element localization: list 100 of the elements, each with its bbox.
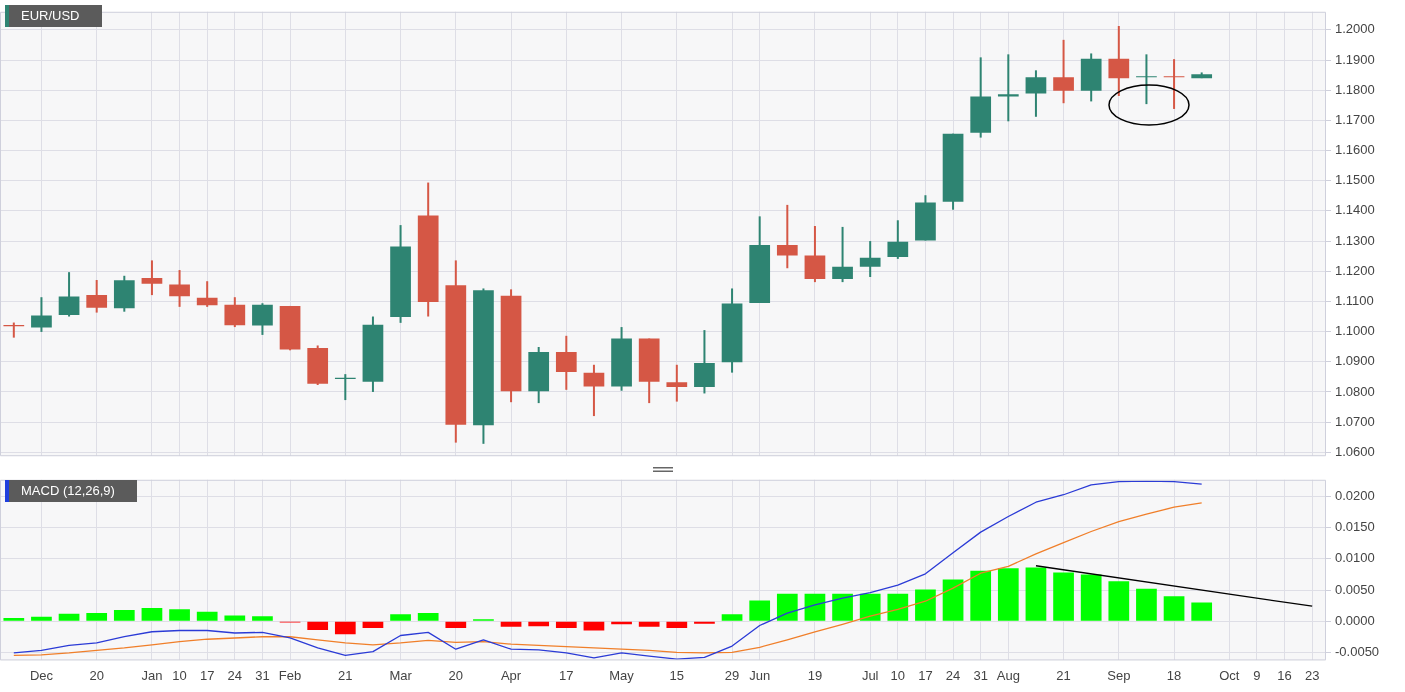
bar xyxy=(1163,596,1185,621)
bar xyxy=(832,593,853,621)
x-tick-label: 16 xyxy=(1277,667,1292,683)
x-tick-label: 15 xyxy=(669,667,685,683)
bar xyxy=(776,593,798,621)
y-tick-label: 1.1000 xyxy=(1335,323,1375,339)
x-tick-label: 17 xyxy=(199,667,215,683)
y-tick-label: 1.1400 xyxy=(1335,202,1375,218)
bar xyxy=(583,621,605,631)
y-tick-label: 1.0800 xyxy=(1335,383,1375,399)
y-tick-label: 1.0600 xyxy=(1335,443,1375,459)
bar xyxy=(58,613,80,621)
bar xyxy=(804,593,826,621)
x-tick-label: 21 xyxy=(338,667,353,683)
y-tick-label: 1.1800 xyxy=(1335,81,1375,97)
x-tick-label: May xyxy=(609,667,635,683)
bar xyxy=(528,621,550,627)
x-tick-label: Feb xyxy=(278,667,302,683)
y-tick-label: 0.0050 xyxy=(1335,581,1375,597)
bar xyxy=(721,614,743,621)
x-tick-label: 9 xyxy=(1253,667,1261,683)
candlestick xyxy=(1025,69,1047,118)
x-tick-label: Dec xyxy=(29,667,54,683)
x-tick-label: 31 xyxy=(973,667,988,683)
bar xyxy=(1136,588,1157,621)
bar xyxy=(638,621,660,627)
candlestick xyxy=(86,279,108,314)
bar xyxy=(915,589,936,621)
bar xyxy=(997,568,1019,621)
candlestick xyxy=(196,280,218,308)
y-tick-label: 1.0700 xyxy=(1335,413,1375,429)
y-tick-label: 1.1100 xyxy=(1335,293,1374,309)
x-tick-label: Sep xyxy=(1107,667,1131,683)
x-tick-label: 10 xyxy=(890,667,906,683)
bar xyxy=(970,570,992,621)
candlestick xyxy=(776,203,798,270)
x-tick-label: Jun xyxy=(749,667,771,683)
bar xyxy=(86,613,108,621)
x-tick-label: 17 xyxy=(918,667,933,683)
bar xyxy=(417,613,439,621)
x-tick-label: 24 xyxy=(945,667,961,683)
candlestick xyxy=(224,296,246,329)
y-tick-label: 0.0150 xyxy=(1335,519,1375,535)
candlestick xyxy=(804,225,826,284)
x-tick-label: 20 xyxy=(448,667,464,683)
candlestick xyxy=(252,302,273,336)
x-tick-label: 19 xyxy=(807,667,823,683)
bar xyxy=(141,608,163,621)
x-tick-label: Mar xyxy=(389,667,413,683)
bar xyxy=(1108,581,1130,621)
bar xyxy=(859,593,881,621)
bar xyxy=(500,621,522,627)
bar xyxy=(1025,567,1047,621)
x-tick-label: Jan xyxy=(141,667,163,683)
candlestick xyxy=(583,363,605,418)
y-tick-label: 1.0900 xyxy=(1335,353,1375,369)
chart-title: MACD (12,26,9) xyxy=(5,480,137,502)
y-tick-label: 1.1200 xyxy=(1335,262,1375,278)
bar xyxy=(307,621,329,630)
y-tick-label: 1.1500 xyxy=(1335,172,1375,188)
candlestick xyxy=(887,219,909,260)
x-tick-label: 31 xyxy=(255,667,270,683)
candlestick xyxy=(1053,38,1074,105)
x-tick-label: 10 xyxy=(172,667,187,683)
candlestick xyxy=(555,334,577,391)
x-tick-label: Jul xyxy=(861,667,879,683)
x-tick-label: 18 xyxy=(1166,667,1182,683)
chart-title: EUR/USD xyxy=(5,5,102,27)
x-tick-label: 20 xyxy=(89,667,104,683)
bar xyxy=(362,621,384,629)
candlestick xyxy=(1136,53,1157,106)
candlestick xyxy=(997,53,1019,123)
y-tick-label: -0.0050 xyxy=(1335,643,1380,659)
bar xyxy=(113,609,135,621)
candlestick xyxy=(1108,24,1130,97)
bar xyxy=(334,621,356,635)
y-tick-label: 1.1300 xyxy=(1335,232,1375,248)
bar xyxy=(887,593,909,621)
bar xyxy=(169,609,190,621)
bar xyxy=(666,621,688,629)
x-tick-label: 23 xyxy=(1304,667,1320,683)
bar xyxy=(1080,574,1102,621)
y-tick-label: 0.0100 xyxy=(1335,550,1375,566)
y-tick-label: 1.1700 xyxy=(1335,111,1375,127)
bar xyxy=(942,579,964,621)
candlestick xyxy=(58,271,80,318)
bar xyxy=(224,615,246,621)
candlestick xyxy=(141,259,163,297)
candlestick xyxy=(1163,58,1185,110)
y-tick-label: 0.0200 xyxy=(1335,488,1375,504)
x-tick-label: 29 xyxy=(724,667,740,683)
x-tick-label: 17 xyxy=(559,667,574,683)
x-tick-label: Oct xyxy=(1219,667,1240,683)
x-tick-label: 21 xyxy=(1056,667,1071,683)
x-tick-label: Aug xyxy=(996,667,1020,683)
y-tick-label: 0.0000 xyxy=(1335,612,1375,628)
bar xyxy=(390,614,411,621)
x-tick-label: 24 xyxy=(227,667,243,683)
bar xyxy=(749,600,771,621)
bar xyxy=(1053,572,1074,621)
